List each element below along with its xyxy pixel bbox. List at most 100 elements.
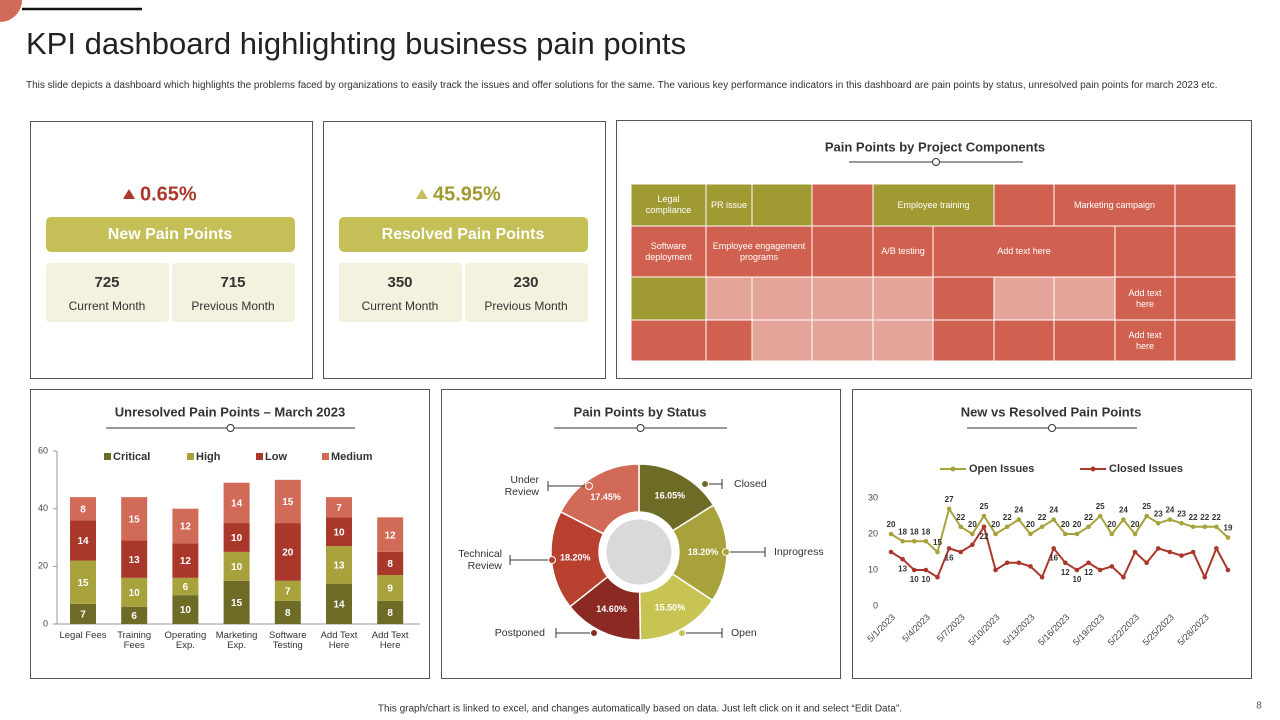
point-label: 27 <box>945 495 954 504</box>
legend-dot <box>1090 466 1096 472</box>
category-label: Technical Review <box>458 548 502 572</box>
grid-cell <box>630 183 707 227</box>
panel <box>323 121 606 379</box>
grid-cell <box>1174 319 1237 362</box>
series-dot <box>1132 531 1138 537</box>
grid-cell <box>993 276 1055 321</box>
bar-segment <box>377 551 404 575</box>
series-dot <box>1086 524 1091 530</box>
series-dot <box>900 556 905 562</box>
grid-cell <box>932 225 1116 278</box>
point-label: 18 <box>921 527 930 536</box>
bar-segment <box>326 546 352 584</box>
series-dot <box>970 531 975 537</box>
panel <box>30 121 313 379</box>
x-tick-label: Add Text Here <box>320 630 358 651</box>
bar-segment <box>377 600 404 624</box>
kpi-cell <box>465 263 588 322</box>
point-label: 12 <box>1084 568 1093 577</box>
point-label: 22 <box>1038 513 1047 522</box>
bar-segment <box>223 580 250 624</box>
legend-label: High <box>196 451 221 463</box>
leader-dot <box>590 629 598 637</box>
donut-slice <box>559 463 640 535</box>
legend-dot <box>950 466 956 472</box>
series-dot <box>1121 517 1126 522</box>
point-label: 16 <box>1049 554 1058 563</box>
series-dot <box>993 531 998 537</box>
legend-label: Low <box>265 451 287 463</box>
category-label: Closed <box>734 478 767 490</box>
bar-label: 9 <box>387 584 393 595</box>
donut-hole <box>603 516 675 588</box>
bar-segment <box>326 517 352 547</box>
point-label: 13 <box>898 564 907 573</box>
point-label: 25 <box>1096 502 1105 511</box>
chart-title: New vs Resolved Pain Points <box>961 404 1142 419</box>
bar-segment <box>326 583 352 624</box>
series-dot <box>970 542 975 548</box>
bar-label: 12 <box>180 556 192 567</box>
series-dot <box>888 531 894 537</box>
cell-label: Employee training <box>897 199 970 210</box>
chart-title: Pain Points by Status <box>574 404 707 419</box>
grid-cell <box>993 319 1055 362</box>
series-dot <box>923 538 929 544</box>
legend-label: Medium <box>331 451 373 463</box>
series-dot <box>1016 560 1022 566</box>
series-dot <box>1004 560 1010 566</box>
bar-label: 14 <box>231 499 243 510</box>
series-dot <box>1028 564 1033 569</box>
kpi-caption: Current Month <box>362 299 439 313</box>
cell-label: Marketing campaign <box>1073 199 1156 210</box>
panel <box>616 120 1252 379</box>
point-label: 19 <box>1224 524 1233 533</box>
y-tick-label: 0 <box>873 600 878 610</box>
point-label: 20 <box>1061 520 1070 529</box>
x-tick-label: Marketing Exp. <box>215 630 258 651</box>
kpi-label: Resolved Pain Points <box>382 226 545 243</box>
kpi-value: 230 <box>513 274 538 291</box>
slice-label: 14.60% <box>596 604 627 614</box>
grid-cell <box>811 276 874 321</box>
series-dot <box>1179 520 1184 526</box>
grid-cell <box>872 276 934 321</box>
bar-segment <box>223 482 250 524</box>
series-dot <box>1097 567 1103 573</box>
bar-segment <box>121 606 148 624</box>
point-label: 20 <box>1107 520 1116 529</box>
point-label: 15 <box>933 538 942 547</box>
point-label: 20 <box>1072 520 1081 529</box>
series-dot <box>1144 560 1149 566</box>
grid-cell <box>630 276 707 321</box>
cell-label: Add text here <box>997 246 1051 256</box>
grid-cell <box>705 225 813 278</box>
series-dot <box>958 524 964 530</box>
series-dot <box>1074 531 1080 537</box>
slice-label: 17.45% <box>590 492 621 502</box>
slice-label: 18.20% <box>688 547 719 557</box>
page-title: KPI dashboard highlighting business pain… <box>26 26 686 61</box>
category-label: Postponed <box>494 627 545 639</box>
grid-cell <box>1174 276 1237 321</box>
point-label: 20 <box>1026 520 1035 529</box>
grid-cell <box>1174 183 1237 227</box>
bar-label: 10 <box>129 588 141 599</box>
series-dot <box>935 574 940 580</box>
kpi-caption: Previous Month <box>484 299 567 313</box>
series-dot <box>1004 524 1010 530</box>
kpi-value: 715 <box>220 274 245 291</box>
grid-cell <box>932 319 995 362</box>
series-dot <box>946 546 952 551</box>
point-label: 10 <box>910 575 919 584</box>
bar-label: 7 <box>285 586 291 597</box>
series-dot <box>1155 546 1161 551</box>
grid-cell <box>1114 276 1176 321</box>
bar-segment <box>172 543 199 578</box>
series-dot <box>1109 564 1115 569</box>
point-label: 25 <box>1142 502 1151 511</box>
series-dot <box>1202 574 1208 580</box>
kpi-cell <box>172 263 295 322</box>
series-dot <box>1051 517 1056 522</box>
